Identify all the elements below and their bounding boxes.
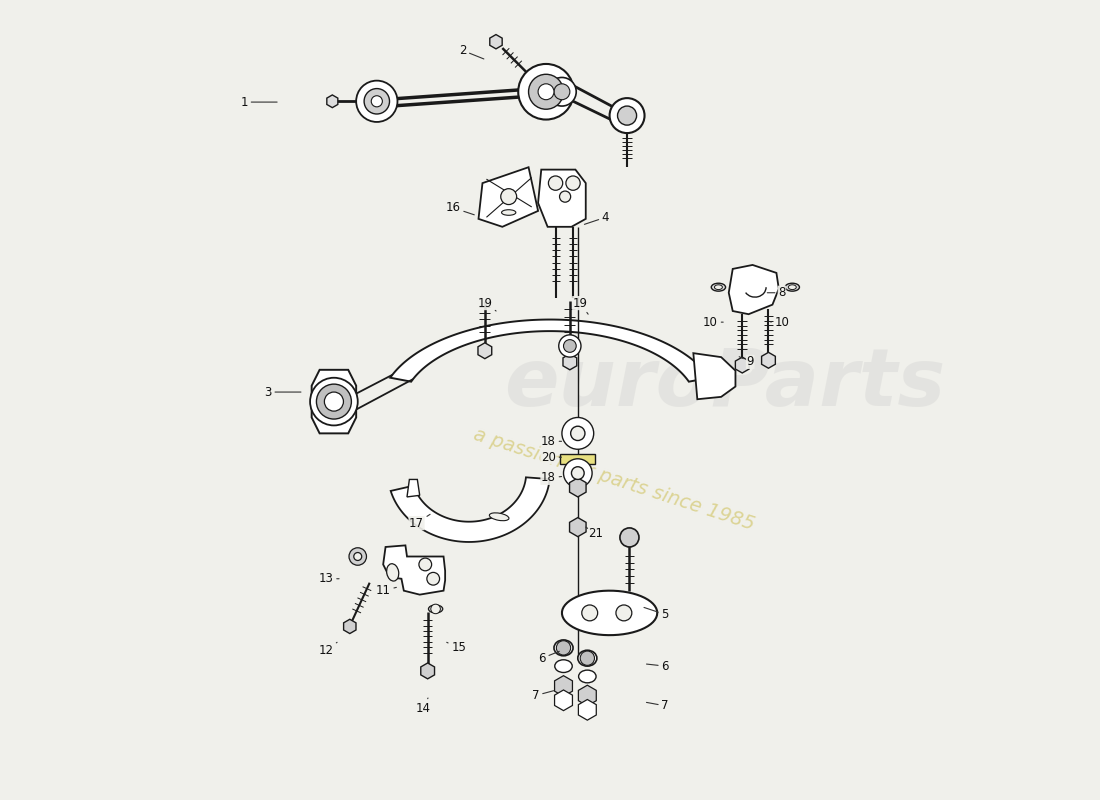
Text: 10: 10 — [771, 316, 790, 329]
Polygon shape — [478, 167, 538, 227]
Text: 5: 5 — [644, 607, 669, 621]
Ellipse shape — [563, 458, 592, 487]
Circle shape — [582, 605, 597, 621]
Circle shape — [364, 89, 389, 114]
Ellipse shape — [554, 640, 573, 656]
Polygon shape — [736, 357, 749, 373]
Circle shape — [617, 106, 637, 125]
Circle shape — [559, 335, 581, 357]
Polygon shape — [538, 170, 586, 227]
Polygon shape — [407, 479, 420, 497]
Text: 16: 16 — [446, 202, 474, 215]
Text: 13: 13 — [319, 572, 339, 586]
Ellipse shape — [386, 564, 399, 581]
Polygon shape — [383, 546, 446, 594]
Circle shape — [616, 605, 631, 621]
Ellipse shape — [785, 283, 800, 291]
Polygon shape — [554, 690, 572, 710]
Circle shape — [538, 84, 554, 100]
Polygon shape — [327, 95, 338, 108]
Circle shape — [317, 384, 351, 419]
Circle shape — [548, 78, 576, 106]
Polygon shape — [570, 518, 586, 537]
Circle shape — [565, 176, 580, 190]
Circle shape — [549, 176, 563, 190]
Circle shape — [427, 572, 440, 585]
Text: 18: 18 — [541, 471, 561, 484]
Text: 7: 7 — [532, 689, 553, 702]
Ellipse shape — [579, 670, 596, 683]
Ellipse shape — [349, 548, 366, 566]
Text: 21: 21 — [586, 527, 604, 540]
Polygon shape — [390, 478, 550, 542]
Circle shape — [571, 426, 585, 441]
Circle shape — [609, 98, 645, 133]
Circle shape — [354, 553, 362, 561]
Polygon shape — [761, 352, 776, 368]
Polygon shape — [563, 354, 576, 370]
Text: a passion for parts since 1985: a passion for parts since 1985 — [471, 425, 757, 534]
Text: euroParts: euroParts — [504, 345, 945, 423]
Polygon shape — [728, 265, 779, 314]
Text: 19: 19 — [477, 297, 496, 311]
Text: 6: 6 — [647, 660, 669, 673]
Circle shape — [572, 466, 584, 479]
Text: 3: 3 — [264, 386, 301, 398]
Text: 12: 12 — [319, 642, 337, 657]
Circle shape — [419, 558, 431, 571]
Text: 2: 2 — [459, 44, 484, 59]
Polygon shape — [579, 686, 596, 706]
Text: 9: 9 — [739, 355, 754, 368]
Text: 1: 1 — [241, 95, 277, 109]
Polygon shape — [579, 699, 596, 720]
Text: 15: 15 — [447, 642, 466, 654]
Circle shape — [529, 74, 563, 110]
Circle shape — [620, 528, 639, 547]
Ellipse shape — [502, 210, 516, 215]
Polygon shape — [421, 663, 434, 679]
Text: 11: 11 — [376, 584, 396, 597]
Circle shape — [372, 96, 383, 107]
Text: 6: 6 — [538, 651, 559, 665]
Ellipse shape — [715, 285, 723, 290]
Circle shape — [560, 191, 571, 202]
Circle shape — [557, 641, 571, 655]
Text: 18: 18 — [541, 435, 561, 448]
Polygon shape — [311, 370, 356, 434]
Polygon shape — [390, 319, 710, 382]
Polygon shape — [560, 454, 595, 463]
Circle shape — [563, 340, 576, 352]
Text: 10: 10 — [703, 316, 723, 329]
Text: 17: 17 — [409, 514, 430, 530]
Text: 20: 20 — [541, 450, 561, 464]
Text: 7: 7 — [647, 699, 669, 712]
Ellipse shape — [578, 650, 597, 666]
Ellipse shape — [789, 285, 796, 290]
Ellipse shape — [554, 660, 572, 673]
Text: 8: 8 — [768, 286, 785, 299]
Circle shape — [310, 378, 358, 426]
Circle shape — [518, 64, 574, 119]
Text: 14: 14 — [416, 698, 430, 714]
Text: 19: 19 — [573, 297, 588, 314]
Circle shape — [500, 189, 517, 205]
Polygon shape — [343, 619, 356, 634]
Text: 4: 4 — [584, 210, 609, 224]
Polygon shape — [554, 676, 572, 696]
Polygon shape — [490, 34, 503, 49]
Circle shape — [554, 84, 570, 100]
Circle shape — [324, 392, 343, 411]
Polygon shape — [562, 590, 658, 635]
Ellipse shape — [490, 513, 509, 521]
Circle shape — [431, 604, 440, 614]
Ellipse shape — [712, 283, 726, 291]
Circle shape — [580, 651, 594, 666]
Ellipse shape — [562, 418, 594, 450]
Polygon shape — [478, 342, 492, 358]
Circle shape — [356, 81, 397, 122]
Polygon shape — [693, 353, 736, 399]
Ellipse shape — [429, 605, 442, 613]
Polygon shape — [570, 478, 586, 497]
